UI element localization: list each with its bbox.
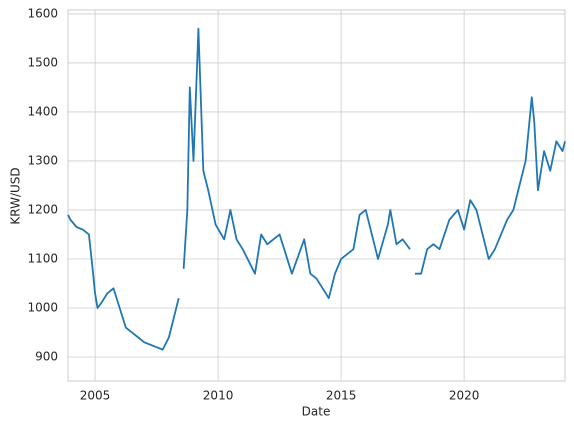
y-tick-label: 1100 — [27, 251, 58, 265]
y-tick-label: 1300 — [27, 153, 58, 167]
y-tick-label: 900 — [35, 349, 58, 363]
x-tick-label: 2005 — [80, 389, 111, 403]
y-tick-label: 1600 — [27, 6, 58, 20]
x-tick-label: 2020 — [449, 389, 480, 403]
y-tick-label: 1000 — [27, 300, 58, 314]
x-tick-label: 2015 — [326, 389, 357, 403]
y-axis-label: KRW/USD — [9, 167, 23, 224]
y-tick-label: 1200 — [27, 202, 58, 216]
y-tick-label: 1400 — [27, 104, 58, 118]
x-tick-label: 2010 — [203, 389, 234, 403]
y-tick-label: 1500 — [27, 55, 58, 69]
x-axis-label: Date — [302, 405, 331, 419]
plot-frame — [67, 9, 566, 382]
data-line — [67, 27, 566, 351]
